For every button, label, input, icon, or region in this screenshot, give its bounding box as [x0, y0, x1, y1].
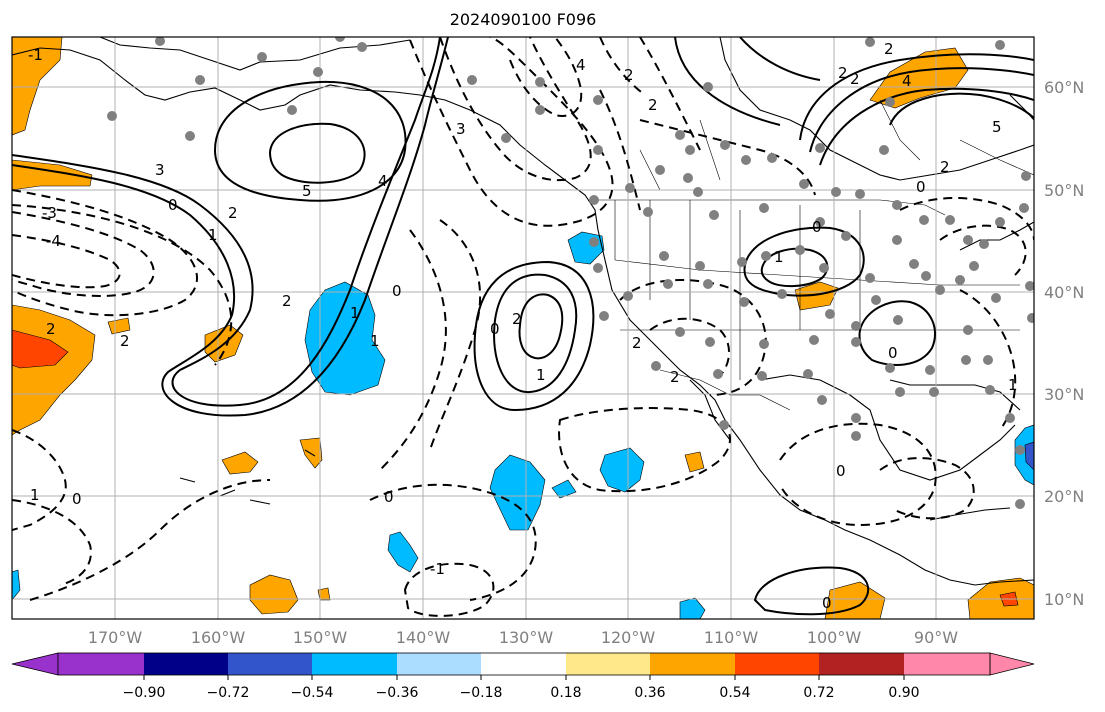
contour-label: -1	[430, 560, 445, 578]
negative-contours	[12, 37, 1034, 617]
colorbar-tick-label: −0.90	[123, 685, 166, 701]
contour-label: 3	[155, 161, 165, 179]
contour-label: 2	[228, 204, 238, 222]
positive-contours	[12, 37, 1034, 616]
contour-label: -1	[28, 46, 43, 64]
colorbar-tick-label: 0.90	[888, 685, 919, 701]
colorbar-bin	[58, 653, 144, 675]
contour-label: 2	[884, 40, 894, 58]
lat-label: 50°N	[1044, 181, 1084, 200]
contour-label: 0	[888, 344, 898, 362]
colorbar-tick-label: 0.36	[634, 685, 665, 701]
contour-label: -3	[42, 204, 57, 222]
contour-label: 4	[576, 56, 586, 74]
contour-label: 5	[992, 118, 1002, 136]
colorbar-tick-label: 0.18	[550, 685, 581, 701]
colorbar: −0.90 −0.72 −0.54 −0.36 −0.18 0.18 0.36 …	[11, 652, 1035, 701]
lon-label: 130°W	[499, 628, 554, 647]
contour-label: 2	[648, 96, 658, 114]
contour-label: 1	[774, 248, 784, 266]
contour-label: 0	[836, 462, 846, 480]
contour-label: 2	[512, 310, 522, 328]
contour-label: 0	[384, 488, 394, 506]
colorbar-bin	[144, 653, 228, 675]
colorbar-tick-label: −0.72	[207, 685, 250, 701]
contour-label: 1	[208, 226, 218, 244]
colorbar-bin	[228, 653, 312, 675]
map-background	[12, 37, 1034, 619]
contour-label: 1	[370, 332, 380, 350]
colorbar-tick-label: −0.18	[460, 685, 503, 701]
lat-label: 20°N	[1044, 487, 1084, 506]
map-frame	[11, 36, 1035, 620]
lat-label: 10°N	[1044, 590, 1084, 609]
lat-label: 60°N	[1044, 78, 1084, 97]
contour-label: 0	[72, 490, 82, 508]
contour-label: 0	[822, 594, 832, 612]
contour-label: 1	[30, 486, 40, 504]
contour-label: 4	[902, 72, 912, 90]
lon-label: 120°W	[601, 628, 656, 647]
lon-label: 100°W	[807, 628, 862, 647]
contour-label: 2	[850, 70, 860, 88]
contour-label: 5	[302, 182, 312, 200]
contour-label: 1	[350, 304, 360, 322]
graticule	[12, 37, 1034, 619]
contour-label: 0	[916, 178, 926, 196]
colorbar-bin	[735, 653, 819, 675]
colorbar-bin	[312, 653, 397, 675]
colorbar-bin	[819, 653, 904, 675]
contour-label: 2	[46, 320, 56, 338]
contour-label: 2	[120, 332, 130, 350]
contour-label: 2	[632, 334, 642, 352]
colorbar-tick-label: −0.36	[376, 685, 419, 701]
political-borders	[598, 99, 1034, 411]
lon-label: 110°W	[704, 628, 759, 647]
contour-label: 3	[456, 120, 466, 138]
longitude-labels: 170°W 160°W 150°W 140°W 130°W 120°W 110°…	[88, 628, 958, 647]
latitude-labels: 60°N 50°N 40°N 30°N 20°N 10°N	[1044, 78, 1084, 609]
colorbar-extend-low	[11, 652, 59, 676]
contour-label: 2	[282, 292, 292, 310]
contour-label: 0	[812, 218, 822, 236]
contour-label: 2	[624, 66, 634, 84]
contour-label: 0	[168, 196, 178, 214]
colorbar-bin	[397, 653, 481, 675]
contour-label: 2	[838, 64, 848, 82]
colorbar-tick-label: −0.54	[291, 685, 334, 701]
colorbar-tick-label: 0.72	[803, 685, 834, 701]
colorbar-extend-high	[989, 652, 1035, 676]
station-markers	[107, 37, 1034, 509]
contour-label: -4	[46, 232, 61, 250]
lat-label: 40°N	[1044, 283, 1084, 302]
contour-label: 0	[392, 282, 402, 300]
lon-label: 170°W	[88, 628, 143, 647]
contour-label: 2	[940, 158, 950, 176]
colorbar-tick-label: 0.54	[719, 685, 750, 701]
lon-label: 90°W	[914, 628, 958, 647]
lon-label: 140°W	[396, 628, 451, 647]
map-title: 2024090100 F096	[449, 10, 597, 29]
lon-label: 150°W	[293, 628, 348, 647]
colorbar-bin	[904, 653, 990, 675]
colorbar-bin	[650, 653, 735, 675]
colorbar-bin	[566, 653, 650, 675]
colorbar-bin	[481, 653, 566, 675]
lat-label: 30°N	[1044, 385, 1084, 404]
contour-labels: -1 3 -3 -4 0 2 1 5 4 3 4 2 2 2 2 2 0 1 1…	[28, 40, 1018, 612]
contour-label: 0	[490, 320, 500, 338]
contour-label: 4	[378, 172, 388, 190]
lon-label: 160°W	[191, 628, 246, 647]
contour-label: 1	[1008, 376, 1018, 394]
contour-label: 2	[670, 368, 680, 386]
contour-label: 1	[536, 366, 546, 384]
